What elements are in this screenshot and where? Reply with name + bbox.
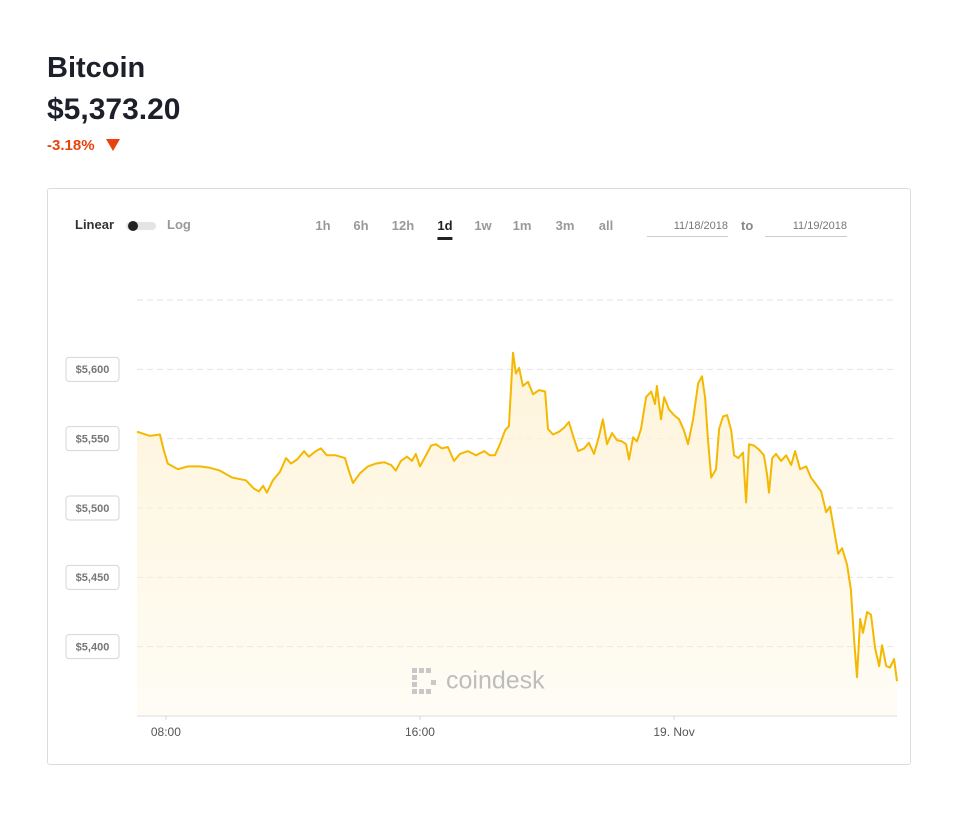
range-button[interactable]: 1h <box>315 218 331 233</box>
range-button[interactable]: 1d <box>437 218 453 240</box>
y-tick-label: $5,500 <box>76 503 110 515</box>
range-button[interactable]: 1w <box>474 218 492 233</box>
range-button[interactable]: 12h <box>391 218 415 233</box>
area <box>137 352 897 716</box>
y-tick-box <box>65 356 120 382</box>
y-tick-box <box>65 564 120 590</box>
watermark: coindesk <box>412 667 545 695</box>
price-line <box>136 351 898 682</box>
y-tick-label: $5,550 <box>76 434 110 446</box>
chart-card <box>47 188 911 765</box>
y-tick-box <box>65 426 120 452</box>
x-tick-label: 19. Nov <box>653 725 694 739</box>
y-tick-label: $5,450 <box>76 572 110 584</box>
coin-name: Bitcoin <box>47 52 146 84</box>
date-input[interactable]: 11/19/2018 <box>765 220 847 237</box>
y-tick-box <box>65 634 120 660</box>
x-tick-label: 16:00 <box>405 725 435 739</box>
down-arrow-icon <box>106 139 120 151</box>
range-button[interactable]: all <box>598 218 614 233</box>
range-button[interactable]: 1m <box>512 218 532 233</box>
date-input[interactable]: 11/18/2018 <box>647 220 728 237</box>
x-tick-label: 08:00 <box>151 725 181 739</box>
y-tick-box <box>65 495 120 521</box>
range-button[interactable]: 6h <box>353 218 369 233</box>
to-label: to <box>741 218 754 233</box>
price: $5,373.20 <box>47 93 181 126</box>
scale-option[interactable]: Linear <box>75 217 115 232</box>
y-tick-label: $5,600 <box>76 364 110 376</box>
scale-toggle[interactable] <box>126 221 156 231</box>
y-tick-label: $5,400 <box>76 642 110 654</box>
price-change: -3.18% <box>47 137 95 154</box>
range-button[interactable]: 3m <box>555 218 575 233</box>
watermark-text: coindesk <box>446 667 545 695</box>
scale-option[interactable]: Log <box>167 217 191 232</box>
